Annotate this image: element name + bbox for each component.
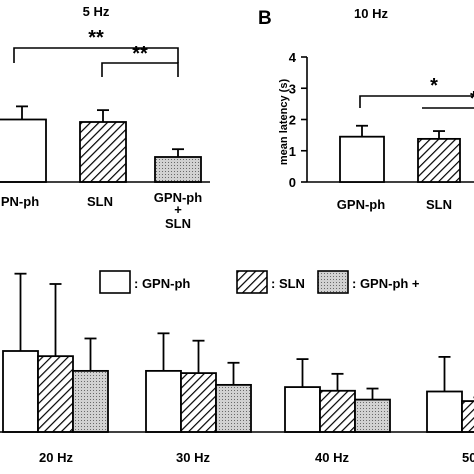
sig-star-4: * [470,88,474,110]
bar-5hz-3 [154,156,202,183]
bar-40hz-series1 [284,386,321,433]
xlabel-5hz-3a: GPN-ph [154,190,202,205]
legend-label-gpn: : GPN-ph [134,276,190,291]
bar-5hz-1 [0,118,47,183]
panel-5hz: 5 Hz ** ** PN-ph SLN GPN-ph + SLN [0,4,210,231]
bar-50hz-series2 [461,400,474,433]
panel-10hz: B 10 Hz mean latency (s) 0 1 2 3 4 * * GPN-p… [258,6,474,212]
xlabel-20hz: 20 Hz [39,450,73,465]
bar-20hz-series2 [37,355,74,433]
xlabel-50hz: 50 [462,450,474,465]
bar-10hz-2 [417,137,461,183]
bar-50hz-series1 [426,390,463,433]
bar-30hz-series3 [215,383,252,433]
panel-10hz-title: 10 Hz [354,6,388,21]
sig-star-3: * [430,75,438,97]
sig-star-1: ** [88,27,104,49]
legend-label-sln: : SLN [271,276,305,291]
legend-swatch-combined [317,270,349,294]
y-axis-label: mean latency (s) [278,79,290,166]
y-tick-label: 1 [289,144,296,159]
bar-30hz-series2 [180,372,217,433]
sig-bracket-1: ** [13,27,179,63]
bar-5hz-2 [79,121,127,183]
sig-bracket-3: * [359,75,474,108]
bar-20hz-series1 [2,350,39,433]
xlabel-30hz: 30 Hz [176,450,210,465]
legend: : GPN-ph : SLN : GPN-ph + [99,270,420,294]
panel-5hz-title: 5 Hz [83,4,110,19]
y-tick-label: 4 [289,50,297,65]
bar-40hz-series3 [354,398,391,433]
panel-high-freq: : GPN-ph : SLN : GPN-ph + 20 Hz 30 Hz 40… [0,270,474,465]
bar-20hz-series3 [72,369,109,433]
y-tick-label: 3 [289,81,296,96]
panel-b-label: B [258,8,272,29]
bar-10hz-1 [339,135,385,183]
legend-swatch-gpn [99,270,131,294]
y-tick-label: 0 [289,175,296,190]
xlabel-5hz-2: SLN [87,194,113,209]
xlabel-10hz-1: GPN-ph [337,197,385,212]
xlabel-10hz-2: SLN [426,197,452,212]
bar-30hz-series1 [145,369,182,433]
sig-star-2: ** [132,43,148,65]
xlabel-40hz: 40 Hz [315,450,349,465]
legend-label-combined: : GPN-ph + [352,276,420,291]
legend-swatch-sln [236,270,268,294]
xlabel-5hz-3b: + [174,202,182,217]
xlabel-5hz-3c: SLN [165,216,191,231]
bar-40hz-series2 [319,389,356,433]
y-tick-label: 2 [289,113,296,128]
xlabel-5hz-1: PN-ph [1,194,39,209]
sig-bracket-2: ** [101,43,179,77]
sig-bracket-4: * [422,88,474,110]
